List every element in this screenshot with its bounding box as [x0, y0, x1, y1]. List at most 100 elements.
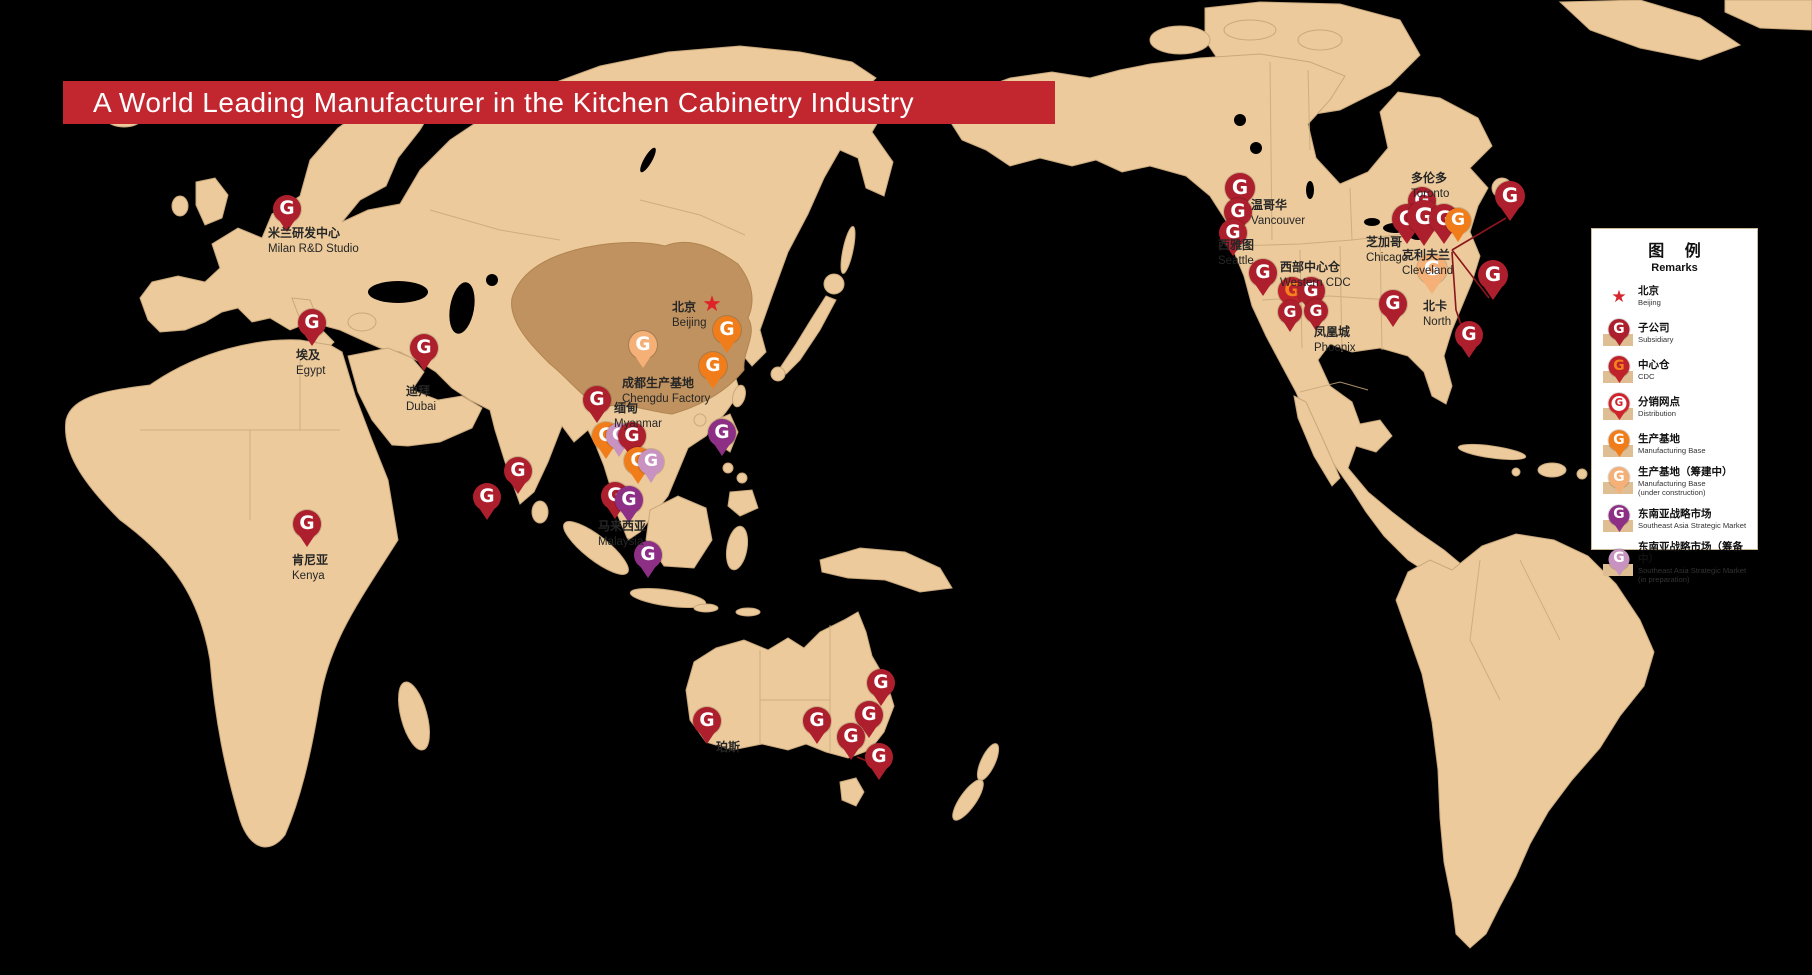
pin-tail	[304, 334, 320, 346]
map-pin-indian-ocean: G	[473, 483, 501, 520]
legend-title-zh: 图 例	[1648, 243, 1709, 260]
pin-head: G	[1608, 319, 1630, 340]
g-logo-icon: G	[1484, 263, 1502, 287]
pin-head: G	[1495, 181, 1525, 211]
map-pin-milan: G	[273, 195, 301, 232]
label-en: North	[1423, 315, 1452, 328]
beijing-star-icon: ★	[1600, 281, 1638, 311]
map-pin-china-coast-s: G	[699, 352, 727, 389]
landmass-puerto-rico	[1576, 468, 1588, 480]
pin-head: G	[629, 331, 657, 359]
label-en: Chengdu Factory	[622, 392, 711, 405]
pin-tail	[1461, 346, 1477, 358]
label-zh: 西部中心仓	[1280, 260, 1341, 274]
landmass-visayas	[736, 472, 748, 484]
leader-line-0	[1451, 217, 1507, 251]
label-zh: 北卡	[1423, 299, 1448, 313]
map-pin-kenya: G	[293, 510, 321, 547]
map-pin-chicago-mfg: G	[1445, 208, 1471, 242]
g-logo-icon: G	[589, 388, 605, 410]
legend-text: 东南亚战略市场 Southeast Asia Strategic Market	[1638, 508, 1746, 530]
subsidiary-pin-icon: G	[1600, 318, 1638, 348]
pin-tail	[1255, 284, 1271, 296]
label-en: Toronto	[1411, 187, 1450, 200]
pin-head: G	[473, 483, 501, 511]
legend-label-en: Southeast Asia Strategic Market	[1638, 520, 1747, 530]
map-pin-adelaide: G	[803, 707, 831, 744]
pin-tail	[635, 356, 651, 368]
landmass-hokkaido	[823, 273, 845, 295]
g-logo-icon: G	[1461, 323, 1477, 345]
pin-tail	[861, 726, 877, 738]
pin-head: G	[1417, 254, 1447, 284]
pin-head: G	[803, 707, 831, 735]
landmass-sunda	[735, 607, 761, 617]
g-logo-icon: G	[871, 745, 887, 767]
landmass-sulawesi	[725, 525, 749, 571]
pin-head: G	[1379, 290, 1407, 318]
map-pin-dubai: G	[410, 334, 438, 371]
border-south-america	[1469, 559, 1561, 701]
pin-head: G	[615, 486, 643, 514]
legend-label-zh: 中心仓	[1638, 359, 1670, 372]
legend-text: 生产基地（筹建中） Manufacturing Base (under constr…	[1638, 466, 1733, 497]
map-label-chicago: 芝加哥 Chicago	[1366, 235, 1408, 266]
g-logo-icon: G	[1225, 221, 1241, 243]
landmass-cuba	[1457, 443, 1527, 461]
pin-tail	[1283, 321, 1297, 332]
legend-label-zh: 生产基地（筹建中）	[1638, 466, 1733, 478]
legend-label-zh: 东南亚战略市场（筹备中）	[1638, 540, 1743, 566]
border-us-canada	[1235, 233, 1405, 247]
pin-head: G	[1297, 277, 1325, 305]
map-label-beijing: 北京 Beijing	[672, 300, 707, 331]
map-pin-wcdc-4: G	[1304, 299, 1328, 331]
legend-text: 生产基地 Manufacturing Base	[1638, 433, 1706, 455]
g-logo-icon: G	[1613, 320, 1625, 337]
map-label-vancouver: 温哥华 Vancouver	[1251, 198, 1305, 229]
label-en: Dubai	[406, 400, 437, 413]
pin-tail	[299, 535, 315, 547]
pin-head: G	[410, 334, 438, 362]
map-label-toronto: 多伦多 Toronto	[1411, 171, 1449, 202]
pin-head: G	[1304, 299, 1328, 323]
pin-tail	[1484, 287, 1502, 300]
landmass-baja	[1293, 395, 1341, 487]
legend-text: 中心仓 CDC	[1638, 359, 1670, 381]
landmass-sumatra	[563, 521, 629, 575]
pin-tail	[1613, 485, 1625, 495]
pin-head: G	[634, 541, 662, 569]
g-logo-icon: G	[1283, 302, 1297, 322]
label-en: Western CDC	[1280, 276, 1351, 289]
g-logo-icon: G	[1611, 395, 1627, 412]
g-logo-icon: G	[416, 336, 432, 358]
g-logo-icon: G	[279, 197, 295, 219]
g-logo-icon: G	[479, 485, 495, 507]
map-label-chengdu: 成都生产基地 Chengdu Factory	[622, 376, 710, 407]
pin-tail	[871, 768, 887, 780]
pin-tail	[1613, 374, 1625, 383]
g-logo-icon: G	[1613, 357, 1625, 374]
border-asia	[429, 199, 746, 241]
landmass-taiwan	[732, 384, 746, 408]
g-logo-icon: G	[1613, 550, 1625, 567]
map-pin-seattle: G	[1219, 219, 1247, 256]
map-pin-myanmar: G	[583, 386, 611, 423]
pin-head: G	[1608, 393, 1630, 414]
landmass-ireland	[171, 195, 189, 217]
landmass-hispaniola	[1537, 462, 1567, 478]
pin-head: G	[837, 723, 865, 751]
manufacturing-pin-icon: G	[1600, 429, 1638, 459]
legend-item-subsidiary: G 子公司 Subsidiary	[1600, 318, 1749, 348]
pin-head: G	[293, 510, 321, 538]
pin-head: G	[699, 352, 727, 380]
g-logo-icon: G	[714, 421, 730, 443]
map-label-egypt: 埃及 Egypt	[296, 348, 325, 379]
legend-item-distribution: G 分销网点 Distribution	[1600, 392, 1749, 422]
border-australia	[759, 625, 831, 752]
headline-banner: A World Leading Manufacturer in the Kitc…	[63, 81, 1055, 124]
label-zh: 米兰研发中心	[268, 226, 341, 240]
landmass-greece	[347, 312, 377, 332]
label-en: Egypt	[296, 364, 326, 377]
map-pin-florida: G	[1455, 321, 1483, 358]
